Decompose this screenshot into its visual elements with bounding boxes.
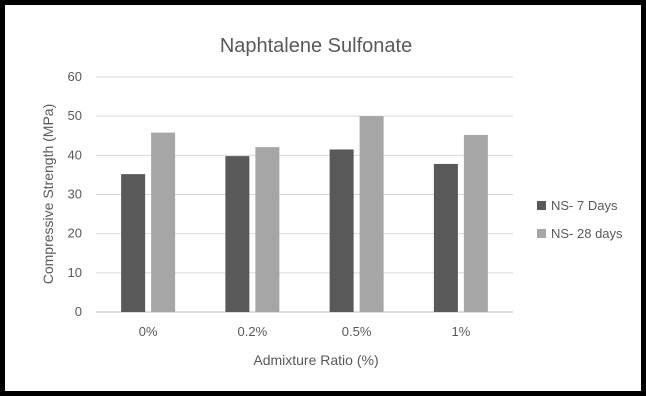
legend-swatch: [537, 229, 546, 238]
legend-label: NS- 28 days: [551, 226, 623, 241]
bar-7-days-2: [329, 149, 354, 312]
y-tick-label: 10: [68, 265, 82, 280]
legend: NS- 7 Days NS- 28 days: [537, 198, 623, 241]
legend-label: NS- 7 Days: [551, 198, 618, 213]
x-axis-label: Admixture Ratio (%): [253, 352, 378, 368]
y-tick-label: 40: [68, 147, 82, 162]
x-axis-ticks: 0% 0.2% 0.5% 1%: [139, 324, 471, 339]
legend-swatch: [537, 201, 546, 210]
bar-7-days-0: [121, 174, 146, 312]
y-axis-ticks: 0 10 20 30 40 50 60: [68, 69, 82, 319]
y-tick-label: 20: [68, 226, 82, 241]
x-tick-label: 1%: [451, 324, 470, 339]
bars: [121, 116, 488, 313]
x-tick-label: 0%: [139, 324, 158, 339]
bar-7-days-1: [225, 156, 250, 312]
bar-7-days-3: [433, 163, 458, 312]
x-tick-label: 0.2%: [238, 324, 268, 339]
x-tick-label: 0.5%: [342, 324, 372, 339]
bar-28-days-1: [255, 147, 280, 312]
y-tick-label: 0: [75, 304, 82, 319]
bar-28-days-3: [463, 134, 488, 312]
y-tick-label: 30: [68, 187, 82, 202]
y-axis-label: Compressive Strength (MPa): [40, 104, 56, 285]
y-tick-label: 50: [68, 108, 82, 123]
chart-title: Naphtalene Sulfonate: [220, 35, 412, 57]
y-tick-label: 60: [68, 69, 82, 84]
bar-28-days-0: [151, 132, 176, 312]
bar-28-days-2: [359, 116, 384, 313]
